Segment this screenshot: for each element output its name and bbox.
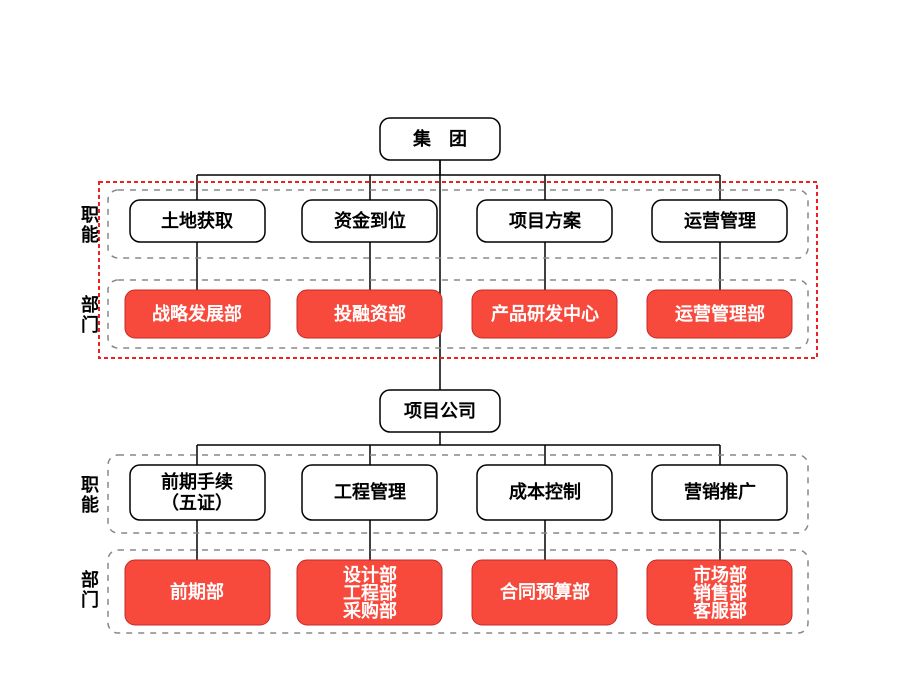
node-r4-c-label: 合同预算部	[500, 581, 590, 602]
node-r4-b-label1: 设计部	[343, 564, 397, 585]
node-r1-b-label: 资金到位	[334, 210, 406, 231]
node-r3-a-label1: 前期手续	[161, 471, 233, 492]
node-mid-label: 项目公司	[404, 401, 476, 421]
side-label-dept-1b: 门	[81, 314, 99, 335]
side-label-dept-1a: 部	[81, 294, 99, 315]
node-r2-a-label: 战略发展部	[152, 303, 242, 324]
side-label-function-1a: 职	[81, 205, 99, 225]
node-r2-b-label: 投融资部	[334, 303, 406, 324]
node-r1-c-label: 项目方案	[509, 210, 582, 231]
side-label-dept-2a: 部	[81, 569, 99, 590]
side-label-function-1b: 能	[81, 224, 99, 245]
node-r1-a-label: 土地获取	[161, 210, 234, 231]
node-r4-d-label1: 市场部	[693, 564, 747, 585]
node-r2-d-label: 运营管理部	[675, 303, 765, 324]
side-label-function-2a: 职	[81, 475, 99, 495]
side-label-function-2b: 能	[81, 494, 99, 515]
node-r4-b-label2: 工程部	[343, 582, 397, 603]
node-r3-d-label: 营销推广	[684, 481, 756, 502]
node-r4-b-label3: 采购部	[342, 600, 397, 621]
node-r4-d-label2: 销售部	[693, 582, 747, 603]
org-chart-diagram: 集 团 土地获取 资金到位 项目方案 运营管理 战略发展部 投融资部 产品研发中…	[0, 0, 920, 690]
node-top-label: 集 团	[412, 128, 467, 149]
node-r2-c-label: 产品研发中心	[491, 303, 599, 324]
node-r4-a-label: 前期部	[170, 581, 224, 602]
node-r3-b-label: 工程管理	[334, 481, 406, 502]
node-r3-c-label: 成本控制	[509, 481, 581, 502]
node-r3-a-label2: （五证）	[161, 493, 233, 513]
node-r1-d-label: 运营管理	[684, 210, 756, 231]
node-r4-d-label3: 客服部	[693, 600, 747, 621]
side-label-dept-2b: 门	[81, 589, 99, 610]
